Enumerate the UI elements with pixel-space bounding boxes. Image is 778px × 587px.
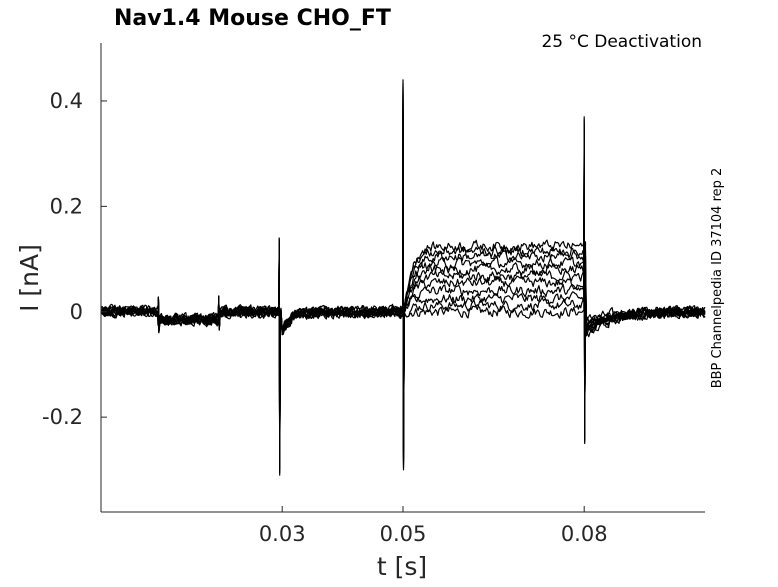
y-tick-label: -0.2 (42, 405, 83, 429)
x-tick-label: 0.05 (380, 522, 427, 546)
y-tick-label: 0 (70, 300, 83, 324)
x-tick-label: 0.08 (561, 522, 608, 546)
y-axis-label: I [nA] (15, 244, 44, 312)
dataset-id-label: BBP Channelpedia ID 37104 rep 2 (710, 168, 725, 389)
current-traces (100, 79, 706, 476)
y-tick-label: 0.4 (50, 89, 83, 113)
y-ticks: 0.4 0.2 0 -0.2 (42, 89, 107, 429)
y-tick-label: 0.2 (50, 194, 83, 218)
x-tick-label: 0.03 (259, 522, 306, 546)
current-trace-11 (100, 79, 706, 476)
condition-annotation: 25 °C Deactivation (541, 32, 702, 52)
x-axis-label: t [s] (377, 552, 427, 581)
x-ticks: 0.03 0.05 0.08 (259, 506, 608, 546)
chart-title: Nav1.4 Mouse CHO_FT (114, 6, 391, 31)
